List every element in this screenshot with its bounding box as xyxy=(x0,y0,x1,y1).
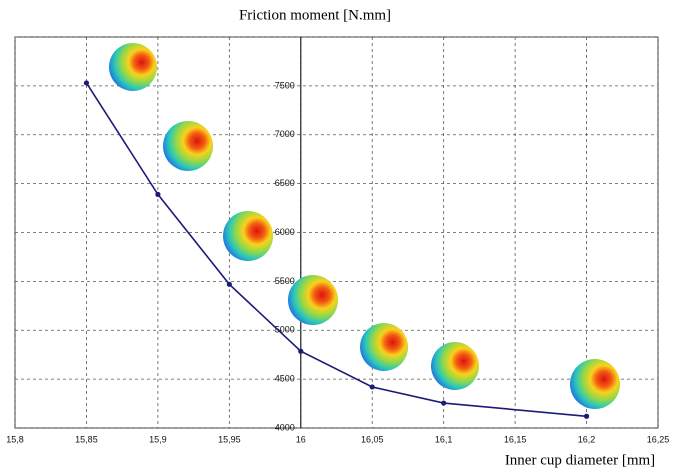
sphere-images xyxy=(109,43,620,409)
y-tick-label: 6500 xyxy=(275,178,295,188)
x-tick-label: 16,05 xyxy=(361,434,384,444)
sphere xyxy=(431,342,479,390)
x-tick-label: 15,95 xyxy=(218,434,241,444)
chart-title: Friction moment [N.mm] xyxy=(239,7,391,23)
sphere xyxy=(360,323,408,371)
sphere xyxy=(570,359,620,409)
data-point xyxy=(441,400,447,406)
data-point xyxy=(155,191,161,197)
x-tick-label: 16,1 xyxy=(435,434,453,444)
sphere xyxy=(223,211,273,261)
x-tick-label: 16,15 xyxy=(504,434,527,444)
y-tick-label: 6000 xyxy=(275,227,295,237)
x-tick-label: 16,2 xyxy=(578,434,596,444)
x-tick-label: 15,8 xyxy=(6,434,24,444)
sphere xyxy=(109,43,157,91)
y-tick-label: 7000 xyxy=(275,129,295,139)
data-point xyxy=(226,281,232,287)
y-tick-label: 7500 xyxy=(275,80,295,90)
data-point xyxy=(369,384,375,390)
x-tick-label: 16,25 xyxy=(647,434,670,444)
y-tick-label: 5000 xyxy=(275,325,295,335)
data-point xyxy=(83,80,90,86)
sphere xyxy=(288,275,338,325)
sphere xyxy=(163,121,213,171)
data-point xyxy=(298,348,304,354)
y-tick-label: 4000 xyxy=(275,422,295,432)
y-tick-label: 5500 xyxy=(275,276,295,286)
series-line xyxy=(85,82,587,418)
x-tick-label: 15,9 xyxy=(149,434,167,444)
y-tick-label: 4500 xyxy=(275,374,295,384)
plot-area: 4000 4500 5000 5500 6000 6500 7000 7500 15,8 15,8… xyxy=(6,36,670,444)
data-point xyxy=(583,413,590,419)
x-tick-label: 15,85 xyxy=(75,434,98,444)
x-axis-label: Inner cup diameter [mm] xyxy=(505,452,655,468)
x-tick-label: 16 xyxy=(296,434,306,444)
